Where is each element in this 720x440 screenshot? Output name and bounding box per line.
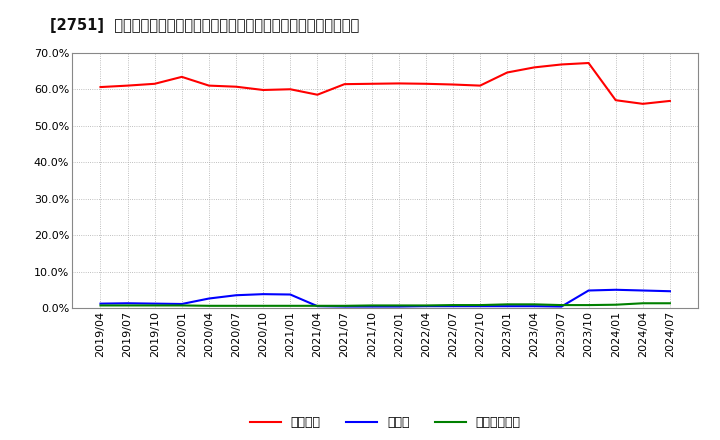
自己資本 xyxy=(449,82,457,87)
のれん xyxy=(259,292,268,297)
繰延税金資産 xyxy=(421,303,430,308)
繰延税金資産 xyxy=(178,303,186,308)
繰延税金資産 xyxy=(232,303,240,308)
繰延税金資産 xyxy=(395,303,403,308)
のれん xyxy=(449,304,457,309)
のれん xyxy=(665,289,674,294)
繰延税金資産 xyxy=(150,303,159,308)
自己資本 xyxy=(421,81,430,86)
自己資本 xyxy=(639,101,647,106)
自己資本 xyxy=(96,84,105,90)
自己資本 xyxy=(503,70,511,75)
自己資本 xyxy=(313,92,322,97)
Legend: 自己資本, のれん, 繰延税金資産: 自己資本, のれん, 繰延税金資産 xyxy=(245,411,526,434)
のれん xyxy=(178,301,186,307)
自己資本 xyxy=(584,60,593,66)
のれん xyxy=(557,304,566,309)
自己資本 xyxy=(395,81,403,86)
のれん xyxy=(611,287,620,293)
繰延税金資産 xyxy=(530,302,539,307)
のれん xyxy=(395,304,403,309)
自己資本 xyxy=(232,84,240,89)
繰延税金資産 xyxy=(639,301,647,306)
のれん xyxy=(421,304,430,309)
自己資本 xyxy=(178,74,186,80)
のれん xyxy=(313,304,322,309)
自己資本 xyxy=(123,83,132,88)
自己資本 xyxy=(611,98,620,103)
のれん xyxy=(150,301,159,306)
のれん xyxy=(232,293,240,298)
のれん xyxy=(286,292,294,297)
のれん xyxy=(204,296,213,301)
のれん xyxy=(476,304,485,309)
のれん xyxy=(530,304,539,309)
繰延税金資産 xyxy=(313,303,322,308)
Line: のれん: のれん xyxy=(101,290,670,307)
自己資本 xyxy=(367,81,376,86)
Text: [2751]  自己資本、のれん、繰延税金資産の総資産に対する比率の推移: [2751] 自己資本、のれん、繰延税金資産の総資産に対する比率の推移 xyxy=(50,18,360,33)
自己資本 xyxy=(530,65,539,70)
自己資本 xyxy=(476,83,485,88)
のれん xyxy=(96,301,105,306)
自己資本 xyxy=(665,98,674,103)
のれん xyxy=(367,304,376,309)
繰延税金資産 xyxy=(665,301,674,306)
繰延税金資産 xyxy=(96,303,105,308)
繰延税金資産 xyxy=(341,303,349,308)
繰延税金資産 xyxy=(503,302,511,307)
自己資本 xyxy=(557,62,566,67)
繰延税金資産 xyxy=(204,303,213,308)
のれん xyxy=(639,288,647,293)
繰延税金資産 xyxy=(557,302,566,308)
繰延税金資産 xyxy=(611,302,620,308)
自己資本 xyxy=(286,87,294,92)
のれん xyxy=(584,288,593,293)
自己資本 xyxy=(341,81,349,87)
のれん xyxy=(341,304,349,309)
繰延税金資産 xyxy=(123,303,132,308)
自己資本 xyxy=(259,88,268,93)
Line: 繰延税金資産: 繰延税金資産 xyxy=(101,303,670,306)
のれん xyxy=(123,301,132,306)
繰延税金資産 xyxy=(286,303,294,308)
Line: 自己資本: 自己資本 xyxy=(101,63,670,104)
繰延税金資産 xyxy=(584,302,593,308)
繰延税金資産 xyxy=(259,303,268,308)
繰延税金資産 xyxy=(367,303,376,308)
のれん xyxy=(503,304,511,309)
繰延税金資産 xyxy=(476,302,485,308)
自己資本 xyxy=(204,83,213,88)
繰延税金資産 xyxy=(449,302,457,308)
自己資本 xyxy=(150,81,159,86)
